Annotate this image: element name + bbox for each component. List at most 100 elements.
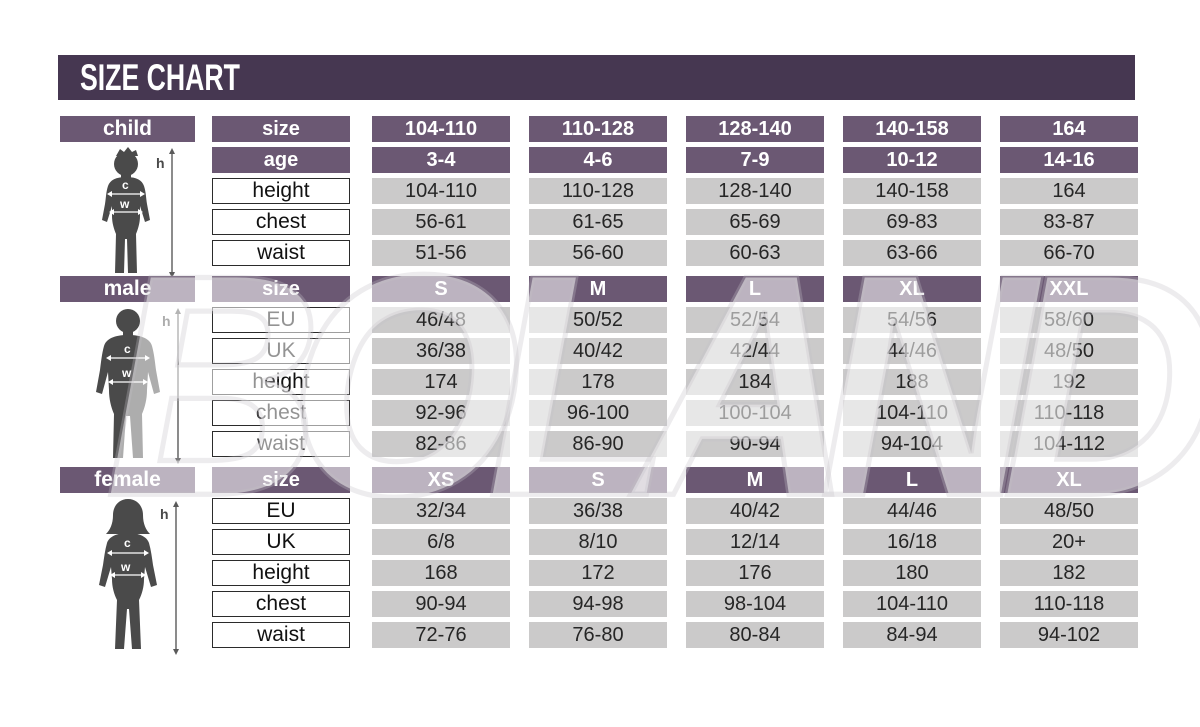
value-cell: 56-61 [372, 209, 510, 235]
figure-chest-label: c [124, 342, 131, 356]
size-header-cell: XS [372, 467, 510, 493]
size-header-cell: L [686, 276, 824, 302]
value-cell: 48/50 [1000, 498, 1138, 524]
value-cell: 94-98 [529, 591, 667, 617]
table-row: chest 56-61 61-65 65-69 69-83 83-87 [212, 209, 1138, 235]
size-header-cell: 104-110 [372, 116, 510, 142]
value-cell: 51-56 [372, 240, 510, 266]
value-cell: 56-60 [529, 240, 667, 266]
value-cell: 66-70 [1000, 240, 1138, 266]
size-header-cell: XXL [1000, 276, 1138, 302]
table-row: age 3-4 4-6 7-9 10-12 14-16 [212, 147, 1138, 173]
table-row: waist 51-56 56-60 60-63 63-66 66-70 [212, 240, 1138, 266]
value-cell: 46/48 [372, 307, 510, 333]
row-label: chest [212, 591, 350, 617]
size-header-cell: 14-16 [1000, 147, 1138, 173]
female-table: size XS S M L XL EU 32/34 36/38 40/42 44/46 48/50 UK… [212, 467, 1138, 648]
table-row: chest 90-94 94-98 98-104 104-110 110-118 [212, 591, 1138, 617]
value-cell: 94-102 [1000, 622, 1138, 648]
figure-chest-label: c [124, 536, 131, 550]
row-label: UK [212, 338, 350, 364]
figure-height-label: h [162, 313, 171, 329]
value-cell: 84-94 [843, 622, 981, 648]
table-row: chest 92-96 96-100 100-104 104-110 110-118 [212, 400, 1138, 426]
table-row: size 104-110 110-128 128-140 140-158 164 [212, 116, 1138, 142]
value-cell: 178 [529, 369, 667, 395]
child-silhouette-figure: h c w [102, 147, 175, 278]
row-label: waist [212, 622, 350, 648]
row-header-label: size [212, 116, 350, 142]
value-cell: 61-65 [529, 209, 667, 235]
row-label: height [212, 369, 350, 395]
value-cell: 184 [686, 369, 824, 395]
value-cell: 40/42 [529, 338, 667, 364]
row-label: chest [212, 400, 350, 426]
row-header-label: size [212, 276, 350, 302]
value-cell: 140-158 [843, 178, 981, 204]
table-row: EU 32/34 36/38 40/42 44/46 48/50 [212, 498, 1138, 524]
value-cell: 8/10 [529, 529, 667, 555]
value-cell: 42/44 [686, 338, 824, 364]
table-row: size XS S M L XL [212, 467, 1138, 493]
table-row: waist 72-76 76-80 80-84 84-94 94-102 [212, 622, 1138, 648]
value-cell: 32/34 [372, 498, 510, 524]
value-cell: 65-69 [686, 209, 824, 235]
size-header-cell: 110-128 [529, 116, 667, 142]
table-row: EU 46/48 50/52 52/54 54/56 58/60 [212, 307, 1138, 333]
section-header-child: child [60, 116, 195, 142]
size-header-cell: L [843, 467, 981, 493]
value-cell: 12/14 [686, 529, 824, 555]
table-row: UK 6/8 8/10 12/14 16/18 20+ [212, 529, 1138, 555]
row-label: UK [212, 529, 350, 555]
value-cell: 192 [1000, 369, 1138, 395]
value-cell: 182 [1000, 560, 1138, 586]
size-header-cell: 7-9 [686, 147, 824, 173]
value-cell: 104-110 [843, 591, 981, 617]
value-cell: 63-66 [843, 240, 981, 266]
size-header-cell: 164 [1000, 116, 1138, 142]
size-header-cell: 140-158 [843, 116, 981, 142]
value-cell: 6/8 [372, 529, 510, 555]
title-bar: SIZE CHART [58, 55, 1135, 100]
row-label: waist [212, 431, 350, 457]
male-silhouette-figure: h c w [96, 308, 181, 464]
value-cell: 110-118 [1000, 400, 1138, 426]
row-header-label: age [212, 147, 350, 173]
row-header-label: size [212, 467, 350, 493]
value-cell: 100-104 [686, 400, 824, 426]
figure-height-label: h [156, 155, 165, 171]
row-label: waist [212, 240, 350, 266]
size-header-cell: XL [1000, 467, 1138, 493]
value-cell: 44/46 [843, 338, 981, 364]
size-header-cell: 4-6 [529, 147, 667, 173]
value-cell: 36/38 [372, 338, 510, 364]
value-cell: 172 [529, 560, 667, 586]
value-cell: 36/38 [529, 498, 667, 524]
size-header-cell: 10-12 [843, 147, 981, 173]
size-header-cell: M [686, 467, 824, 493]
section-female: female h c w [60, 467, 1138, 655]
value-cell: 96-100 [529, 400, 667, 426]
row-label: height [212, 178, 350, 204]
value-cell: 164 [1000, 178, 1138, 204]
value-cell: 86-90 [529, 431, 667, 457]
value-cell: 90-94 [372, 591, 510, 617]
value-cell: 128-140 [686, 178, 824, 204]
table-row: height 104-110 110-128 128-140 140-158 164 [212, 178, 1138, 204]
value-cell: 76-80 [529, 622, 667, 648]
value-cell: 174 [372, 369, 510, 395]
page-title: SIZE CHART [80, 56, 240, 98]
value-cell: 104-110 [843, 400, 981, 426]
child-table: size 104-110 110-128 128-140 140-158 164 age 3-… [212, 116, 1138, 266]
figure-waist-label: w [120, 560, 131, 574]
value-cell: 82-86 [372, 431, 510, 457]
child-figure-column: child h c w [60, 116, 212, 278]
value-cell: 94-104 [843, 431, 981, 457]
size-header-cell: S [372, 276, 510, 302]
value-cell: 92-96 [372, 400, 510, 426]
value-cell: 44/46 [843, 498, 981, 524]
male-table: size S M L XL XXL EU 46/48 50/52 52/54 54/56 58/60 U… [212, 276, 1138, 457]
value-cell: 188 [843, 369, 981, 395]
value-cell: 104-110 [372, 178, 510, 204]
table-row: height 168 172 176 180 182 [212, 560, 1138, 586]
